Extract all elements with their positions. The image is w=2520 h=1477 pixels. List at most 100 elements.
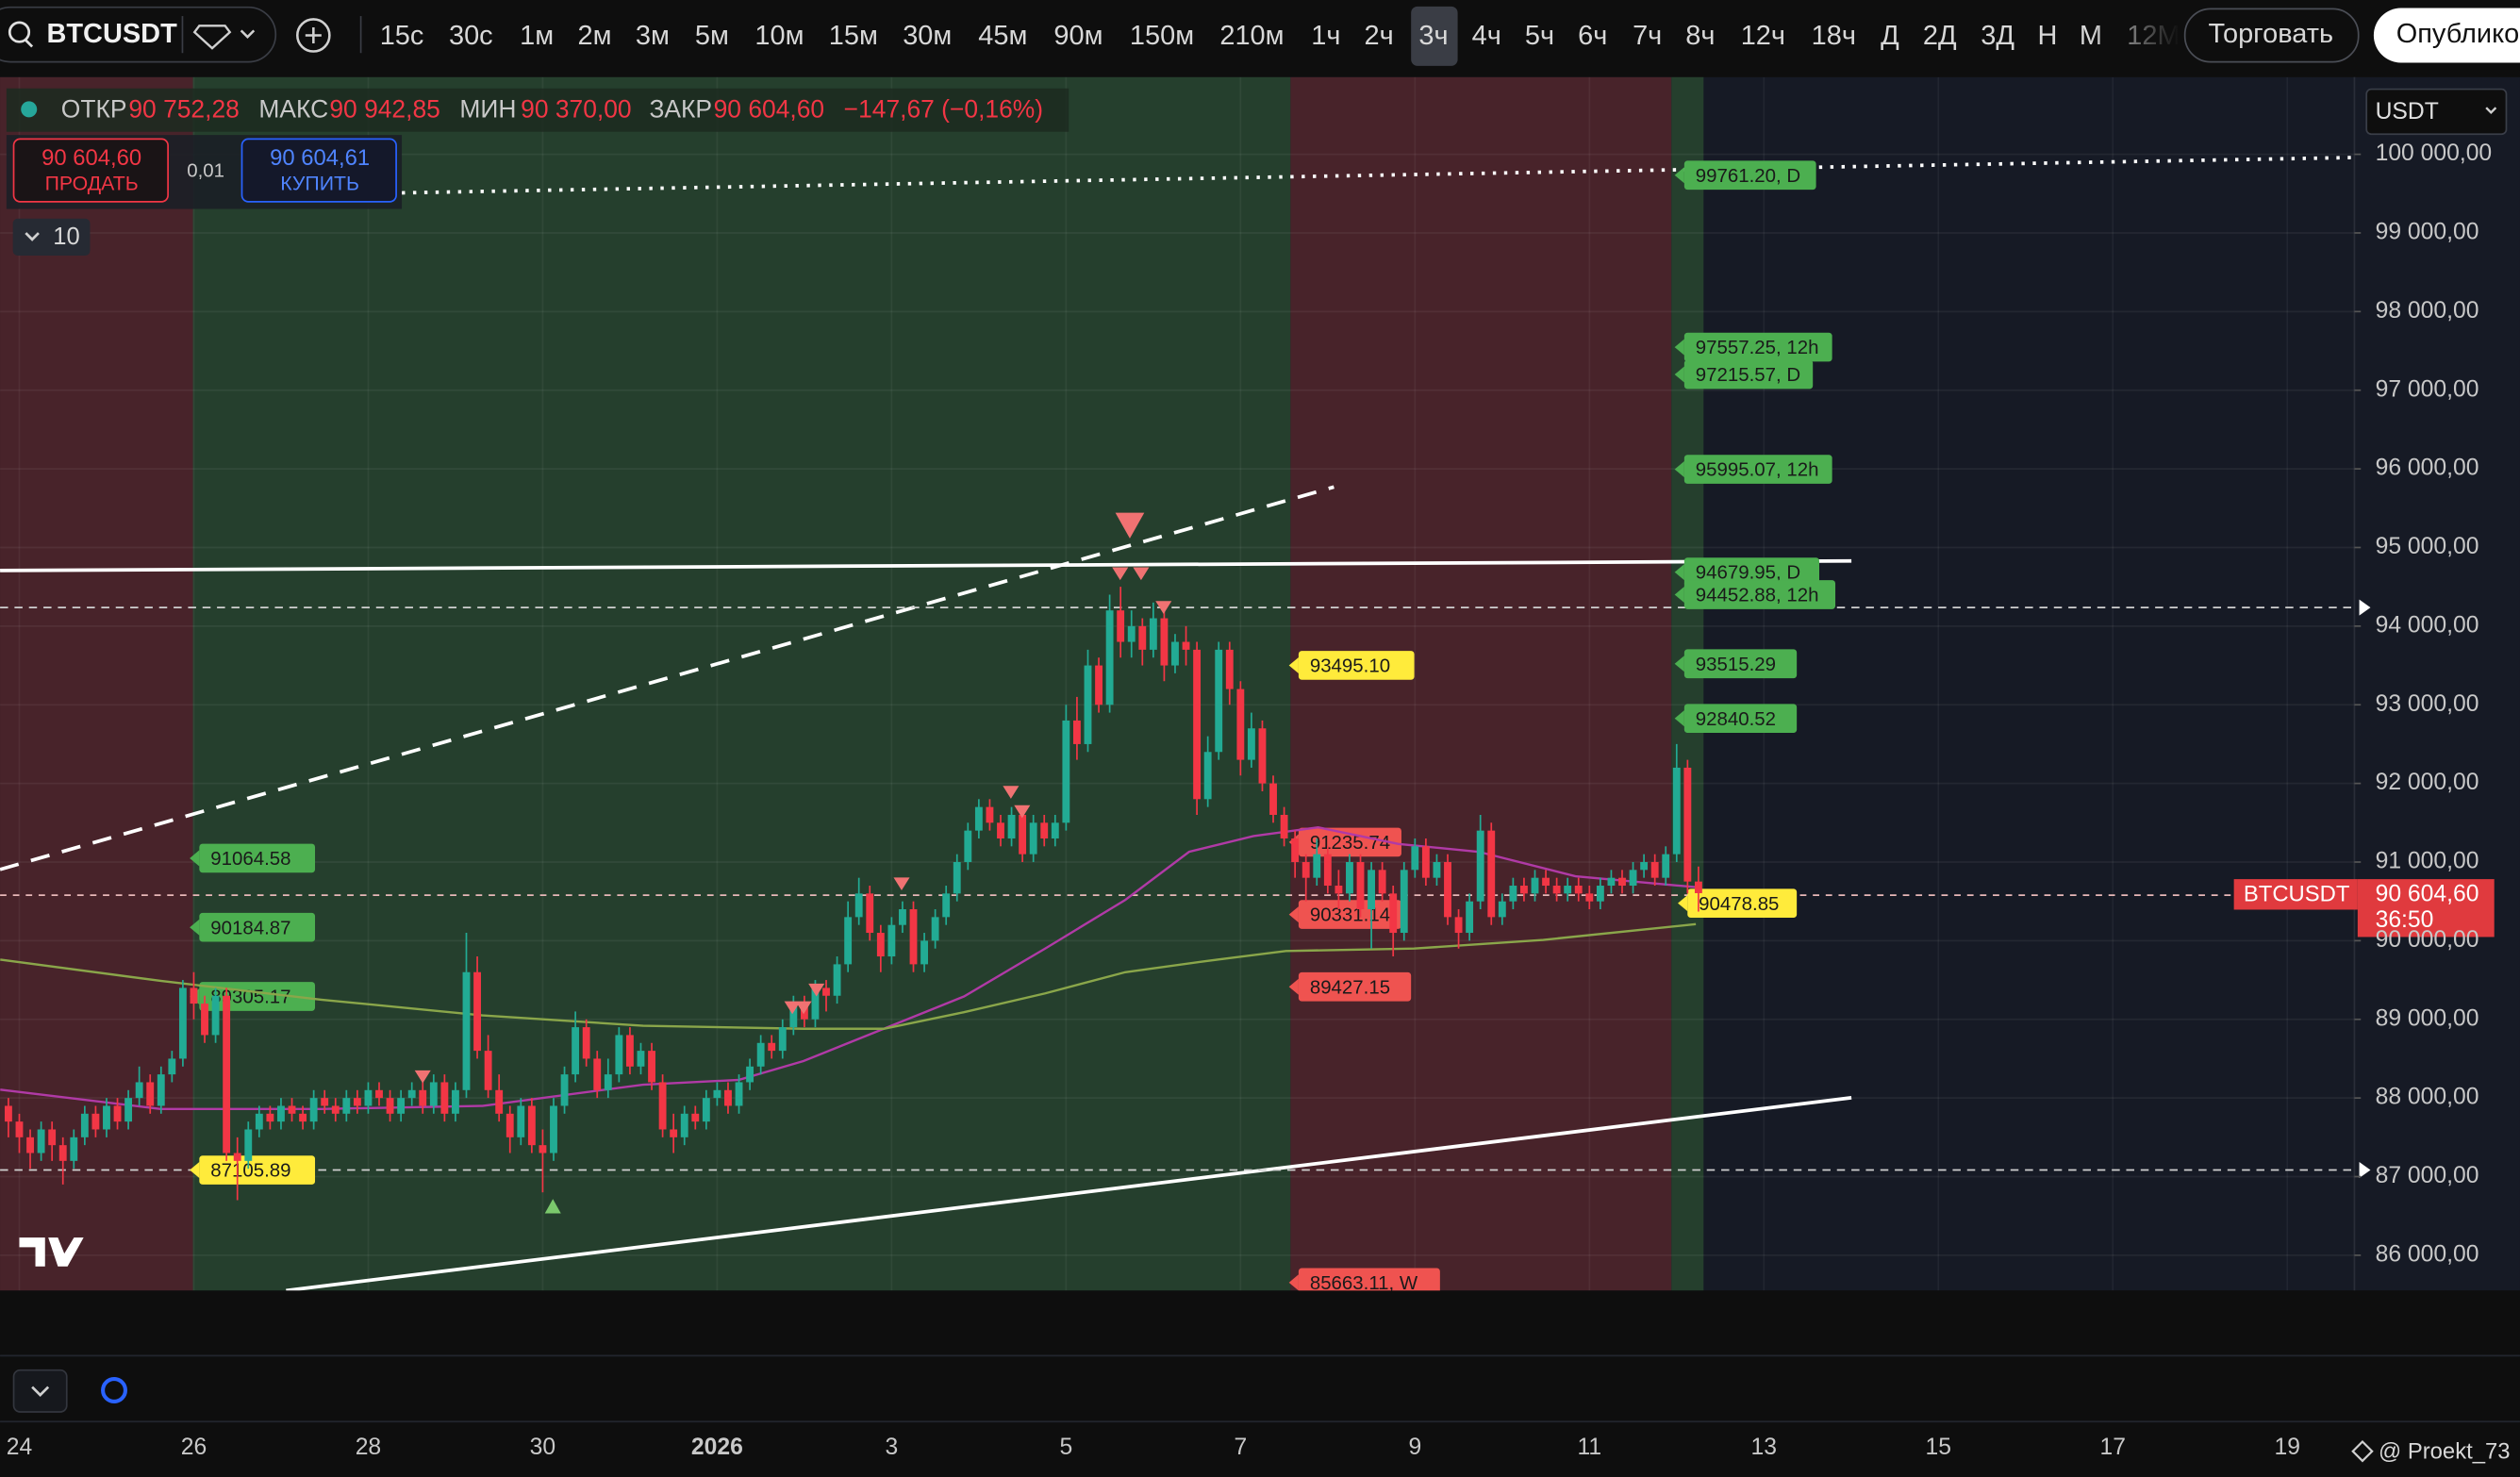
y-tick-label: 95 000,00 [2376,534,2479,559]
y-tick-label: 91 000,00 [2376,849,2479,874]
annotation-pointer [1674,710,1684,727]
candle-body [1095,665,1102,705]
annotation-pointer [1678,895,1688,912]
interval-button[interactable]: 90м [1053,21,1102,51]
interval-button[interactable]: 10м [754,21,804,51]
sell-button[interactable] [12,138,169,203]
marker-down [1115,512,1145,539]
candle-body [789,1004,798,1028]
candle-body [1247,728,1255,760]
interval-button[interactable]: 30м [903,21,952,51]
candle-body [539,1145,547,1153]
annotation: 94679.95, D [1696,562,1800,584]
annotation-box [199,843,316,873]
candle-body [1029,822,1037,855]
trade-button[interactable] [2183,8,2360,63]
interval-button[interactable]: 4ч [1472,21,1501,51]
sync-icon[interactable] [101,1377,128,1403]
candle-body [288,1105,296,1114]
interval-button[interactable]: 1м [520,21,554,51]
candle-body [495,1089,504,1114]
candle-body [560,1074,569,1106]
add-symbol[interactable] [296,18,331,53]
trade-button-label: Торговать [2209,19,2334,49]
candle-body [1683,767,1692,882]
x-tick-label: 30 [530,1435,555,1460]
x-tick-label: 3 [886,1435,899,1460]
candle-body [4,1105,12,1122]
interval-button[interactable]: 8ч [1685,21,1715,51]
legend-value: 90 370,00 [521,95,631,124]
candle-body [1454,917,1463,934]
interval-button[interactable]: 150м [1130,21,1194,51]
annotation-box [1683,580,1836,609]
interval-button[interactable]: 15с [380,21,424,51]
candle-body [1193,649,1202,800]
candle-body [1182,641,1190,650]
candle-body [440,1082,449,1114]
indicators-toggle[interactable] [12,218,91,256]
interval-button[interactable]: 3Д [1981,21,2014,51]
candle-body [484,1051,492,1090]
legend-label: ОТКР [61,95,127,124]
legend-value: 90 942,85 [329,95,439,124]
candle-body [811,987,820,1020]
publish-button[interactable] [2373,8,2520,63]
candle-body [615,1035,623,1075]
grid [0,76,2355,1291]
candle-body [920,940,928,965]
interval-button[interactable]: 3м [636,21,670,51]
interval-button[interactable]: 45м [978,21,1027,51]
candle-body [1607,877,1616,887]
fade [2089,0,2180,71]
x-tick-label: 19 [2274,1435,2299,1460]
interval-button[interactable]: 2ч [1365,21,1394,51]
candle-body [1051,822,1059,838]
candle-body [942,893,951,918]
active-interval [1411,6,1458,66]
interval-button[interactable]: 1ч [1311,21,1340,51]
signal-markers [414,512,1172,1214]
y-tick-label: 86 000,00 [2376,1241,2479,1267]
candle-body [866,893,874,934]
candle-body [876,933,885,957]
interval-button[interactable]: 15м [829,21,878,51]
interval-button[interactable]: 18ч [1812,21,1856,51]
candle-body [822,987,830,996]
annotation-box [1683,704,1798,734]
trend-line-dashed [0,485,1335,871]
annotation-pointer [1674,586,1684,604]
interval-button[interactable]: 30с [449,21,493,51]
y-tick-label: 93 000,00 [2376,691,2479,717]
interval-button[interactable]: 5ч [1525,21,1554,51]
currency-select[interactable] [2365,88,2508,136]
candle-body [233,1153,241,1161]
candle-body [244,1129,253,1161]
candle-body [997,822,1004,838]
zone-red [1290,76,1672,1291]
interval-button[interactable]: 7ч [1633,21,1662,51]
buy-button[interactable] [240,138,397,203]
annotation: 93495.10 [1310,656,1390,677]
interval-button[interactable]: 6ч [1578,21,1607,51]
interval-button[interactable]: 2Д [1923,21,1957,51]
symbol-search[interactable] [0,6,277,63]
interval-button[interactable]: Н [2038,21,2058,51]
collapse-button[interactable] [12,1369,68,1413]
candle-body [658,1082,667,1130]
candle-body [37,1129,45,1153]
interval-button[interactable]: 12ч [1741,21,1785,51]
zone-green [1671,76,1704,1291]
interval-button[interactable]: 210м [1219,21,1284,51]
candle-body [190,987,198,1004]
candle-body [746,1066,754,1083]
interval-button[interactable]: 3ч [1418,21,1448,51]
interval-button[interactable]: 5м [695,21,729,51]
annotation-box [1687,888,1798,918]
interval-button[interactable]: 2м [578,21,612,51]
legend-value: 90 604,60 [714,95,824,124]
publish-button-label: Опублико [2396,19,2519,49]
interval-button[interactable]: Д [1881,21,1899,51]
annotation-box [1683,557,1820,587]
